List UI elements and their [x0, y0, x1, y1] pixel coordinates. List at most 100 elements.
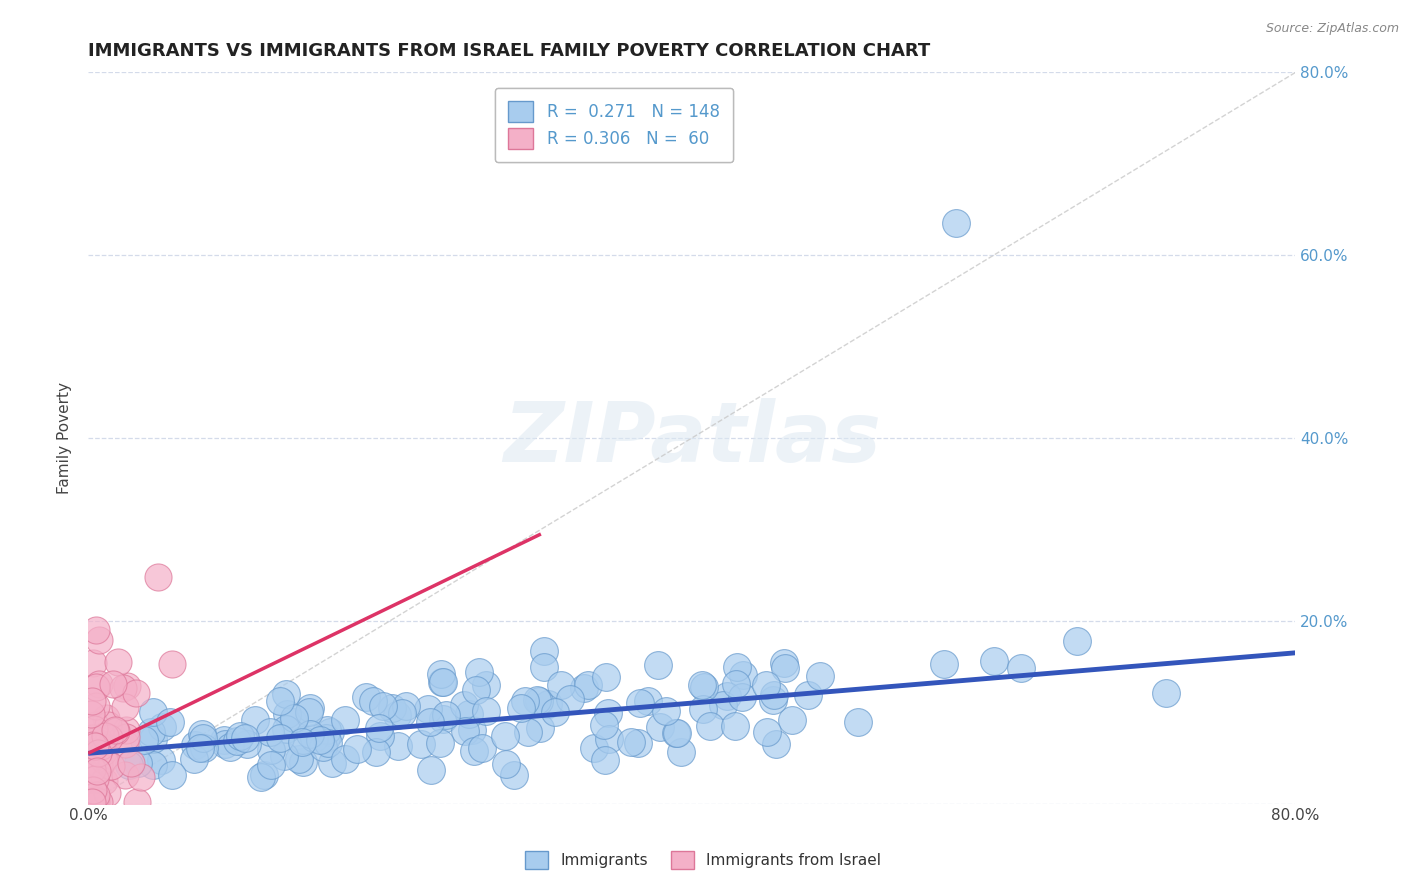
- Point: [434, 707, 457, 722]
- Point: [411, 737, 433, 751]
- Point: [104, 723, 127, 737]
- Point: [457, 707, 479, 722]
- Point: [83, 772, 105, 787]
- Point: [731, 667, 754, 681]
- Point: [259, 725, 281, 739]
- Point: [283, 710, 305, 724]
- Point: [627, 736, 650, 750]
- Point: [725, 659, 748, 673]
- Point: [595, 670, 617, 684]
- Point: [391, 706, 413, 720]
- Point: [225, 734, 247, 748]
- Point: [80, 731, 103, 745]
- Point: [544, 705, 567, 719]
- Point: [316, 736, 339, 750]
- Point: [454, 723, 477, 738]
- Point: [80, 707, 103, 722]
- Point: [387, 739, 409, 753]
- Point: [80, 791, 103, 805]
- Point: [87, 632, 110, 647]
- Point: [647, 657, 669, 672]
- Point: [387, 708, 409, 723]
- Point: [250, 770, 273, 784]
- Point: [114, 699, 136, 714]
- Point: [572, 681, 595, 696]
- Point: [228, 729, 250, 743]
- Point: [418, 702, 440, 716]
- Point: [142, 732, 165, 747]
- Point: [394, 699, 416, 714]
- Point: [118, 757, 141, 772]
- Point: [100, 759, 122, 773]
- Point: [193, 740, 215, 755]
- Point: [274, 722, 297, 736]
- Point: [699, 719, 721, 733]
- Point: [381, 701, 404, 715]
- Point: [671, 745, 693, 759]
- Point: [84, 623, 107, 637]
- Point: [105, 724, 128, 739]
- Point: [84, 795, 107, 809]
- Point: [773, 661, 796, 675]
- Point: [291, 755, 314, 769]
- Point: [84, 698, 107, 713]
- Point: [765, 737, 787, 751]
- Point: [82, 656, 104, 670]
- Point: [773, 656, 796, 670]
- Point: [120, 756, 142, 770]
- Text: ZIPatlas: ZIPatlas: [503, 398, 880, 478]
- Point: [132, 732, 155, 747]
- Point: [513, 694, 536, 708]
- Point: [983, 654, 1005, 668]
- Point: [463, 744, 485, 758]
- Point: [319, 725, 342, 739]
- Point: [763, 688, 786, 702]
- Point: [665, 726, 688, 740]
- Point: [693, 680, 716, 694]
- Point: [298, 705, 321, 719]
- Point: [808, 669, 831, 683]
- Point: [80, 756, 103, 770]
- Point: [934, 657, 956, 671]
- Point: [115, 679, 138, 693]
- Point: [315, 723, 337, 737]
- Point: [146, 570, 169, 584]
- Point: [150, 720, 173, 734]
- Point: [115, 723, 138, 737]
- Point: [87, 795, 110, 809]
- Legend: Immigrants, Immigrants from Israel: Immigrants, Immigrants from Israel: [519, 845, 887, 875]
- Point: [711, 698, 734, 712]
- Point: [183, 752, 205, 766]
- Point: [592, 717, 614, 731]
- Point: [517, 725, 540, 739]
- Point: [84, 793, 107, 807]
- Point: [97, 718, 120, 732]
- Point: [219, 739, 242, 754]
- Point: [628, 696, 651, 710]
- Point: [321, 756, 343, 771]
- Point: [494, 729, 516, 743]
- Point: [432, 712, 454, 726]
- Point: [368, 729, 391, 743]
- Point: [243, 714, 266, 728]
- Point: [191, 727, 214, 741]
- Point: [233, 731, 256, 746]
- Point: [460, 723, 482, 737]
- Point: [655, 704, 678, 718]
- Point: [131, 770, 153, 784]
- Legend: R =  0.271   N = 148, R = 0.306   N =  60: R = 0.271 N = 148, R = 0.306 N = 60: [495, 88, 733, 162]
- Point: [253, 768, 276, 782]
- Point: [273, 748, 295, 763]
- Point: [87, 758, 110, 772]
- Point: [945, 216, 967, 230]
- Point: [361, 694, 384, 708]
- Point: [274, 688, 297, 702]
- Point: [780, 713, 803, 727]
- Point: [583, 741, 606, 756]
- Point: [731, 690, 754, 704]
- Point: [94, 751, 117, 765]
- Point: [160, 767, 183, 781]
- Text: Source: ZipAtlas.com: Source: ZipAtlas.com: [1265, 22, 1399, 36]
- Point: [160, 657, 183, 672]
- Point: [527, 694, 550, 708]
